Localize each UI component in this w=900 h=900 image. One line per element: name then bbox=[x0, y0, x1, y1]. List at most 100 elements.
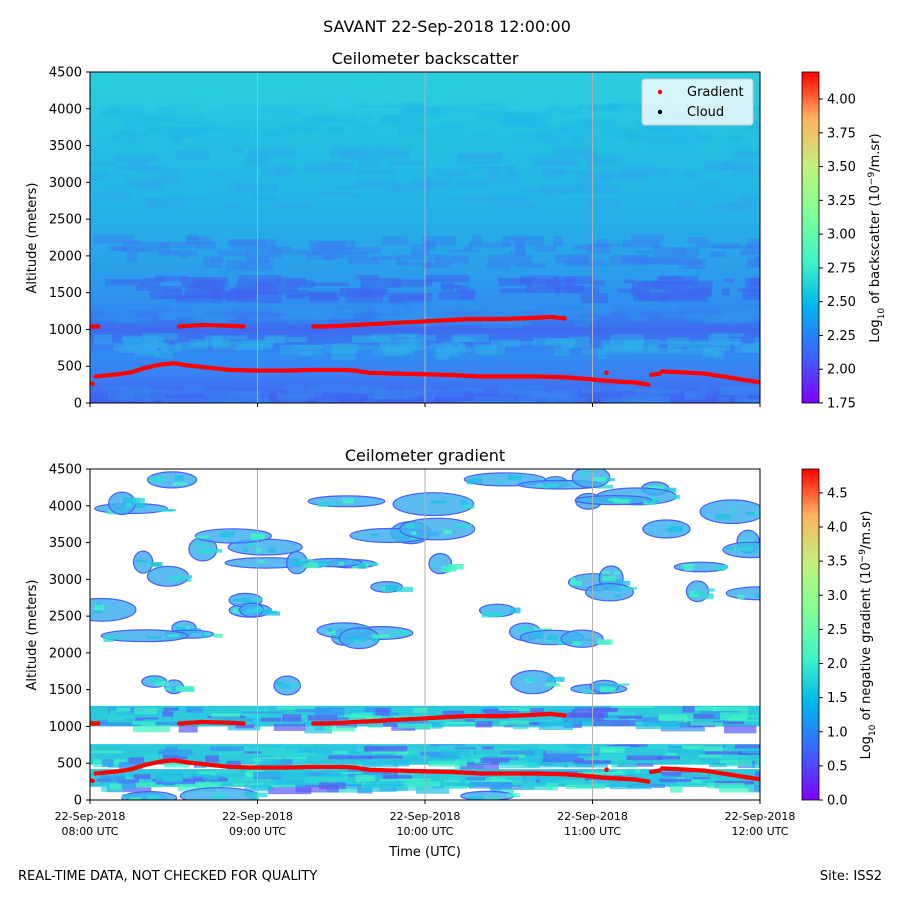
backscatter-texture-cell bbox=[757, 94, 760, 100]
gradient-layer-cell bbox=[157, 749, 193, 756]
gradient-layer-cell bbox=[118, 762, 143, 770]
backscatter-texture-cell bbox=[696, 243, 740, 248]
backscatter-texture-cell bbox=[99, 107, 145, 117]
backscatter-texture-cell bbox=[577, 104, 620, 110]
gradient-layer-cell bbox=[393, 758, 410, 767]
backscatter-texture-cell bbox=[711, 245, 755, 250]
backscatter-texture-cell bbox=[127, 251, 138, 262]
backscatter-texture-cell bbox=[561, 396, 572, 403]
backscatter-texture-cell bbox=[672, 136, 712, 143]
gradient-patch-cell bbox=[411, 531, 417, 535]
backscatter-texture-cell bbox=[194, 315, 227, 326]
gradient-marker-point bbox=[757, 777, 760, 782]
gradient-layer-cell bbox=[526, 761, 568, 768]
backscatter-texture-cell bbox=[287, 389, 323, 397]
backscatter-texture-cell bbox=[348, 257, 379, 265]
gradient-patch-cell bbox=[342, 498, 354, 504]
backscatter-texture-cell bbox=[754, 255, 760, 261]
colorbar-tick-label: 3.5 bbox=[827, 555, 848, 570]
gradient-layer-cell bbox=[563, 761, 608, 768]
backscatter-texture-cell bbox=[90, 173, 101, 181]
backscatter-grid bbox=[257, 72, 593, 403]
gradient-patch-cell bbox=[399, 532, 408, 538]
gradient-patch-cell bbox=[201, 632, 206, 638]
backscatter-texture-cell bbox=[436, 349, 450, 361]
gradient-layer-cell bbox=[466, 776, 490, 781]
gradient-layer-cell bbox=[332, 750, 349, 754]
gradient-marker-point bbox=[604, 767, 609, 773]
gradient-layer-cell bbox=[429, 744, 466, 747]
x-tick-date-label: 22-Sep-2018 bbox=[390, 810, 461, 823]
backscatter-texture-cell bbox=[374, 302, 406, 314]
backscatter-texture-cell bbox=[707, 403, 745, 413]
backscatter-texture-cell bbox=[559, 123, 592, 135]
backscatter-texture-cell bbox=[713, 351, 723, 359]
backscatter-texture-cell bbox=[629, 134, 674, 142]
backscatter-texture-cell bbox=[664, 289, 706, 300]
backscatter-texture-cell bbox=[397, 260, 407, 265]
backscatter-texture-cell bbox=[179, 253, 189, 259]
backscatter-texture-cell bbox=[743, 398, 760, 403]
gradient-layer-cell bbox=[667, 748, 694, 755]
gradient-layer-cell bbox=[676, 783, 720, 787]
gradient-patch-cell bbox=[766, 589, 781, 593]
gradient-patch-cell bbox=[276, 681, 285, 686]
backscatter-ylabel: Altitude (meters) bbox=[25, 183, 40, 294]
backscatter-texture-cell bbox=[204, 390, 241, 398]
backscatter-texture-cell bbox=[228, 182, 243, 193]
gradient-layer-cell bbox=[283, 720, 310, 724]
backscatter-texture-cell bbox=[118, 129, 135, 133]
gradient-layer-cell bbox=[210, 746, 245, 751]
gradient-layer-cell bbox=[443, 785, 467, 789]
backscatter-texture-cell bbox=[686, 313, 730, 323]
backscatter-texture-cell bbox=[397, 127, 416, 138]
gradient-layer-cell bbox=[293, 758, 307, 766]
backscatter-texture-cell bbox=[678, 259, 707, 269]
backscatter-texture-cell bbox=[748, 257, 760, 268]
gradient-layer-cell bbox=[588, 779, 627, 786]
gradient-layer-cell bbox=[440, 750, 470, 757]
backscatter-texture-cell bbox=[654, 168, 668, 175]
backscatter-texture-cell bbox=[455, 285, 468, 293]
backscatter-texture-cell bbox=[163, 289, 183, 293]
gradient-layer-cell bbox=[746, 717, 760, 720]
y-tick-label: 0 bbox=[74, 794, 82, 809]
backscatter-texture-cell bbox=[536, 130, 556, 135]
gradient-layer-cell bbox=[512, 725, 528, 730]
backscatter-texture-cell bbox=[246, 256, 271, 265]
gradient-patch-cell bbox=[372, 634, 390, 639]
gradient-layer-cell bbox=[365, 781, 402, 786]
backscatter-texture-cell bbox=[564, 79, 611, 89]
backscatter-texture-cell bbox=[144, 198, 155, 207]
gradient-layer-cell bbox=[211, 718, 249, 722]
gradient-patch-cell bbox=[745, 512, 755, 515]
gradient-layer-cell bbox=[438, 745, 479, 748]
backscatter-texture-cell bbox=[508, 111, 552, 119]
gradient-layer-cell bbox=[527, 709, 572, 713]
backscatter-texture-cell bbox=[441, 282, 455, 292]
gradient-patch-cell bbox=[338, 562, 344, 566]
gradient-patch-cell bbox=[461, 504, 475, 509]
y-tick-label: 3500 bbox=[49, 536, 82, 551]
gradient-layer-cell bbox=[133, 724, 170, 733]
gradient-patch-cell bbox=[287, 683, 301, 687]
gradient-marker-point bbox=[90, 778, 96, 784]
backscatter-texture-cell bbox=[622, 255, 645, 262]
backscatter-texture-cell bbox=[325, 344, 360, 354]
gradient-patch-cell bbox=[265, 611, 280, 616]
gradient-patch-cell bbox=[454, 524, 472, 528]
gradient-layer-cell bbox=[386, 712, 399, 716]
gradient-patch-cell bbox=[198, 549, 215, 554]
backscatter-texture-cell bbox=[721, 386, 760, 395]
gradient-patch-cell bbox=[396, 586, 414, 592]
backscatter-texture-cell bbox=[704, 161, 739, 171]
backscatter-texture-cell bbox=[147, 198, 185, 207]
backscatter-texture-cell bbox=[154, 275, 188, 282]
backscatter-texture-cell bbox=[580, 293, 608, 304]
backscatter-texture-cell bbox=[389, 160, 424, 166]
legend: Gradient Cloud bbox=[641, 78, 754, 126]
backscatter-texture-cell bbox=[337, 185, 362, 189]
backscatter-texture-cell bbox=[184, 384, 205, 394]
gradient-marker-point bbox=[241, 721, 246, 726]
gradient-layer-cell bbox=[644, 744, 689, 750]
